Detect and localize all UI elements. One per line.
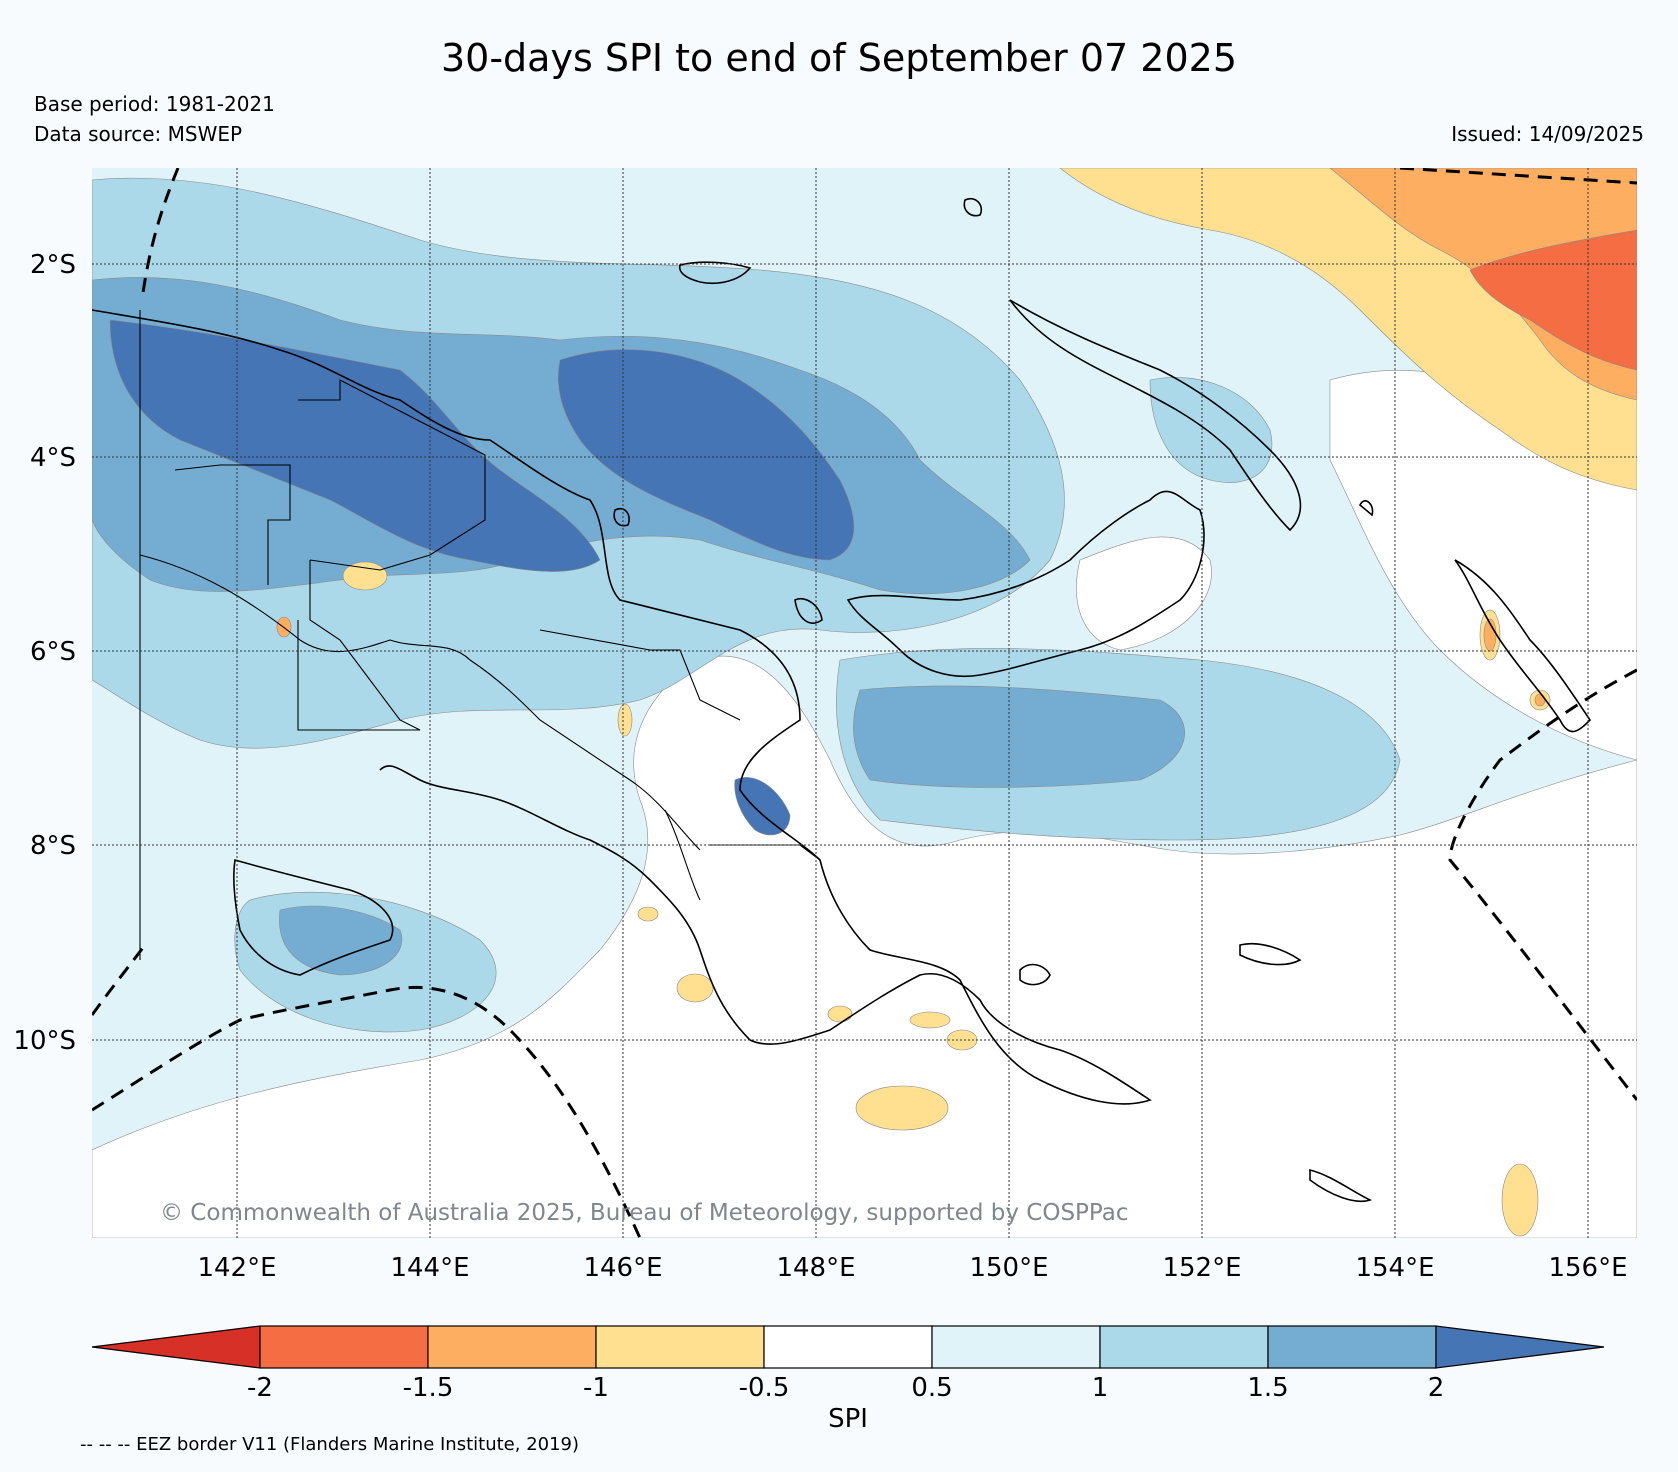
- lat-label: 6°S: [30, 637, 76, 667]
- colorbar-segment: [260, 1326, 428, 1368]
- lon-label: 148°E: [776, 1253, 855, 1283]
- spi-band-dry-mild: [638, 907, 658, 921]
- lon-label: 150°E: [969, 1253, 1048, 1283]
- lon-label: 156°E: [1548, 1253, 1627, 1283]
- colorbar-tick-label: -1: [583, 1373, 609, 1403]
- colorbar-title: SPI: [828, 1404, 868, 1434]
- lon-label: 154°E: [1355, 1253, 1434, 1283]
- colorbar-segment: [596, 1326, 764, 1368]
- eez-legend-note: -- -- -- EEZ border V11 (Flanders Marine…: [80, 1434, 579, 1455]
- colorbar-tick-label: 1.5: [1247, 1373, 1288, 1403]
- lon-label: 146°E: [583, 1253, 662, 1283]
- longitude-labels: 142°E 144°E 146°E 148°E 150°E 152°E 154°…: [197, 1253, 1627, 1283]
- latitude-labels: 2°S 4°S 6°S 8°S 10°S: [13, 250, 76, 1056]
- colorbar-tick-label: 0.5: [911, 1373, 952, 1403]
- colorbar: [92, 1326, 1604, 1368]
- lon-label: 144°E: [390, 1253, 469, 1283]
- lat-label: 4°S: [30, 443, 76, 473]
- spi-band-wet-high: [853, 686, 1184, 788]
- colorbar-tick-label: -2: [247, 1373, 273, 1403]
- colorbar-tick-label: 2: [1428, 1373, 1445, 1403]
- colorbar-segment: [932, 1326, 1100, 1368]
- lon-label: 142°E: [197, 1253, 276, 1283]
- colorbar-segment: [764, 1326, 932, 1368]
- colorbar-segment: [1268, 1326, 1436, 1368]
- lat-label: 8°S: [30, 831, 76, 861]
- colorbar-tick-label: -1.5: [403, 1373, 454, 1403]
- colorbar-tick-label: -0.5: [739, 1373, 790, 1403]
- spi-band-dry-mild: [618, 704, 632, 736]
- map-frame: [92, 168, 1637, 1238]
- lat-label: 10°S: [13, 1026, 76, 1056]
- spi-band-dry-mild: [828, 1006, 852, 1022]
- spi-band-dry-moderate: [1535, 694, 1545, 706]
- spi-band-dry-mild: [910, 1012, 950, 1028]
- colorbar-segment: [1100, 1326, 1268, 1368]
- lat-label: 2°S: [30, 250, 76, 280]
- spi-band-dry-mild: [856, 1086, 948, 1130]
- colorbar-tick-label: 1: [1092, 1373, 1109, 1403]
- spi-band-dry-mild: [1502, 1164, 1538, 1236]
- colorbar-extend-wet: [1436, 1326, 1604, 1368]
- spi-band-dry-mild: [677, 974, 713, 1002]
- lon-label: 152°E: [1162, 1253, 1241, 1283]
- spi-map: 2°S 4°S 6°S 8°S 10°S 142°E 144°E 146°E 1…: [0, 0, 1678, 1472]
- copyright-credit: © Commonwealth of Australia 2025, Bureau…: [160, 1200, 1129, 1226]
- colorbar-extend-dry: [92, 1326, 260, 1368]
- colorbar-segment: [428, 1326, 596, 1368]
